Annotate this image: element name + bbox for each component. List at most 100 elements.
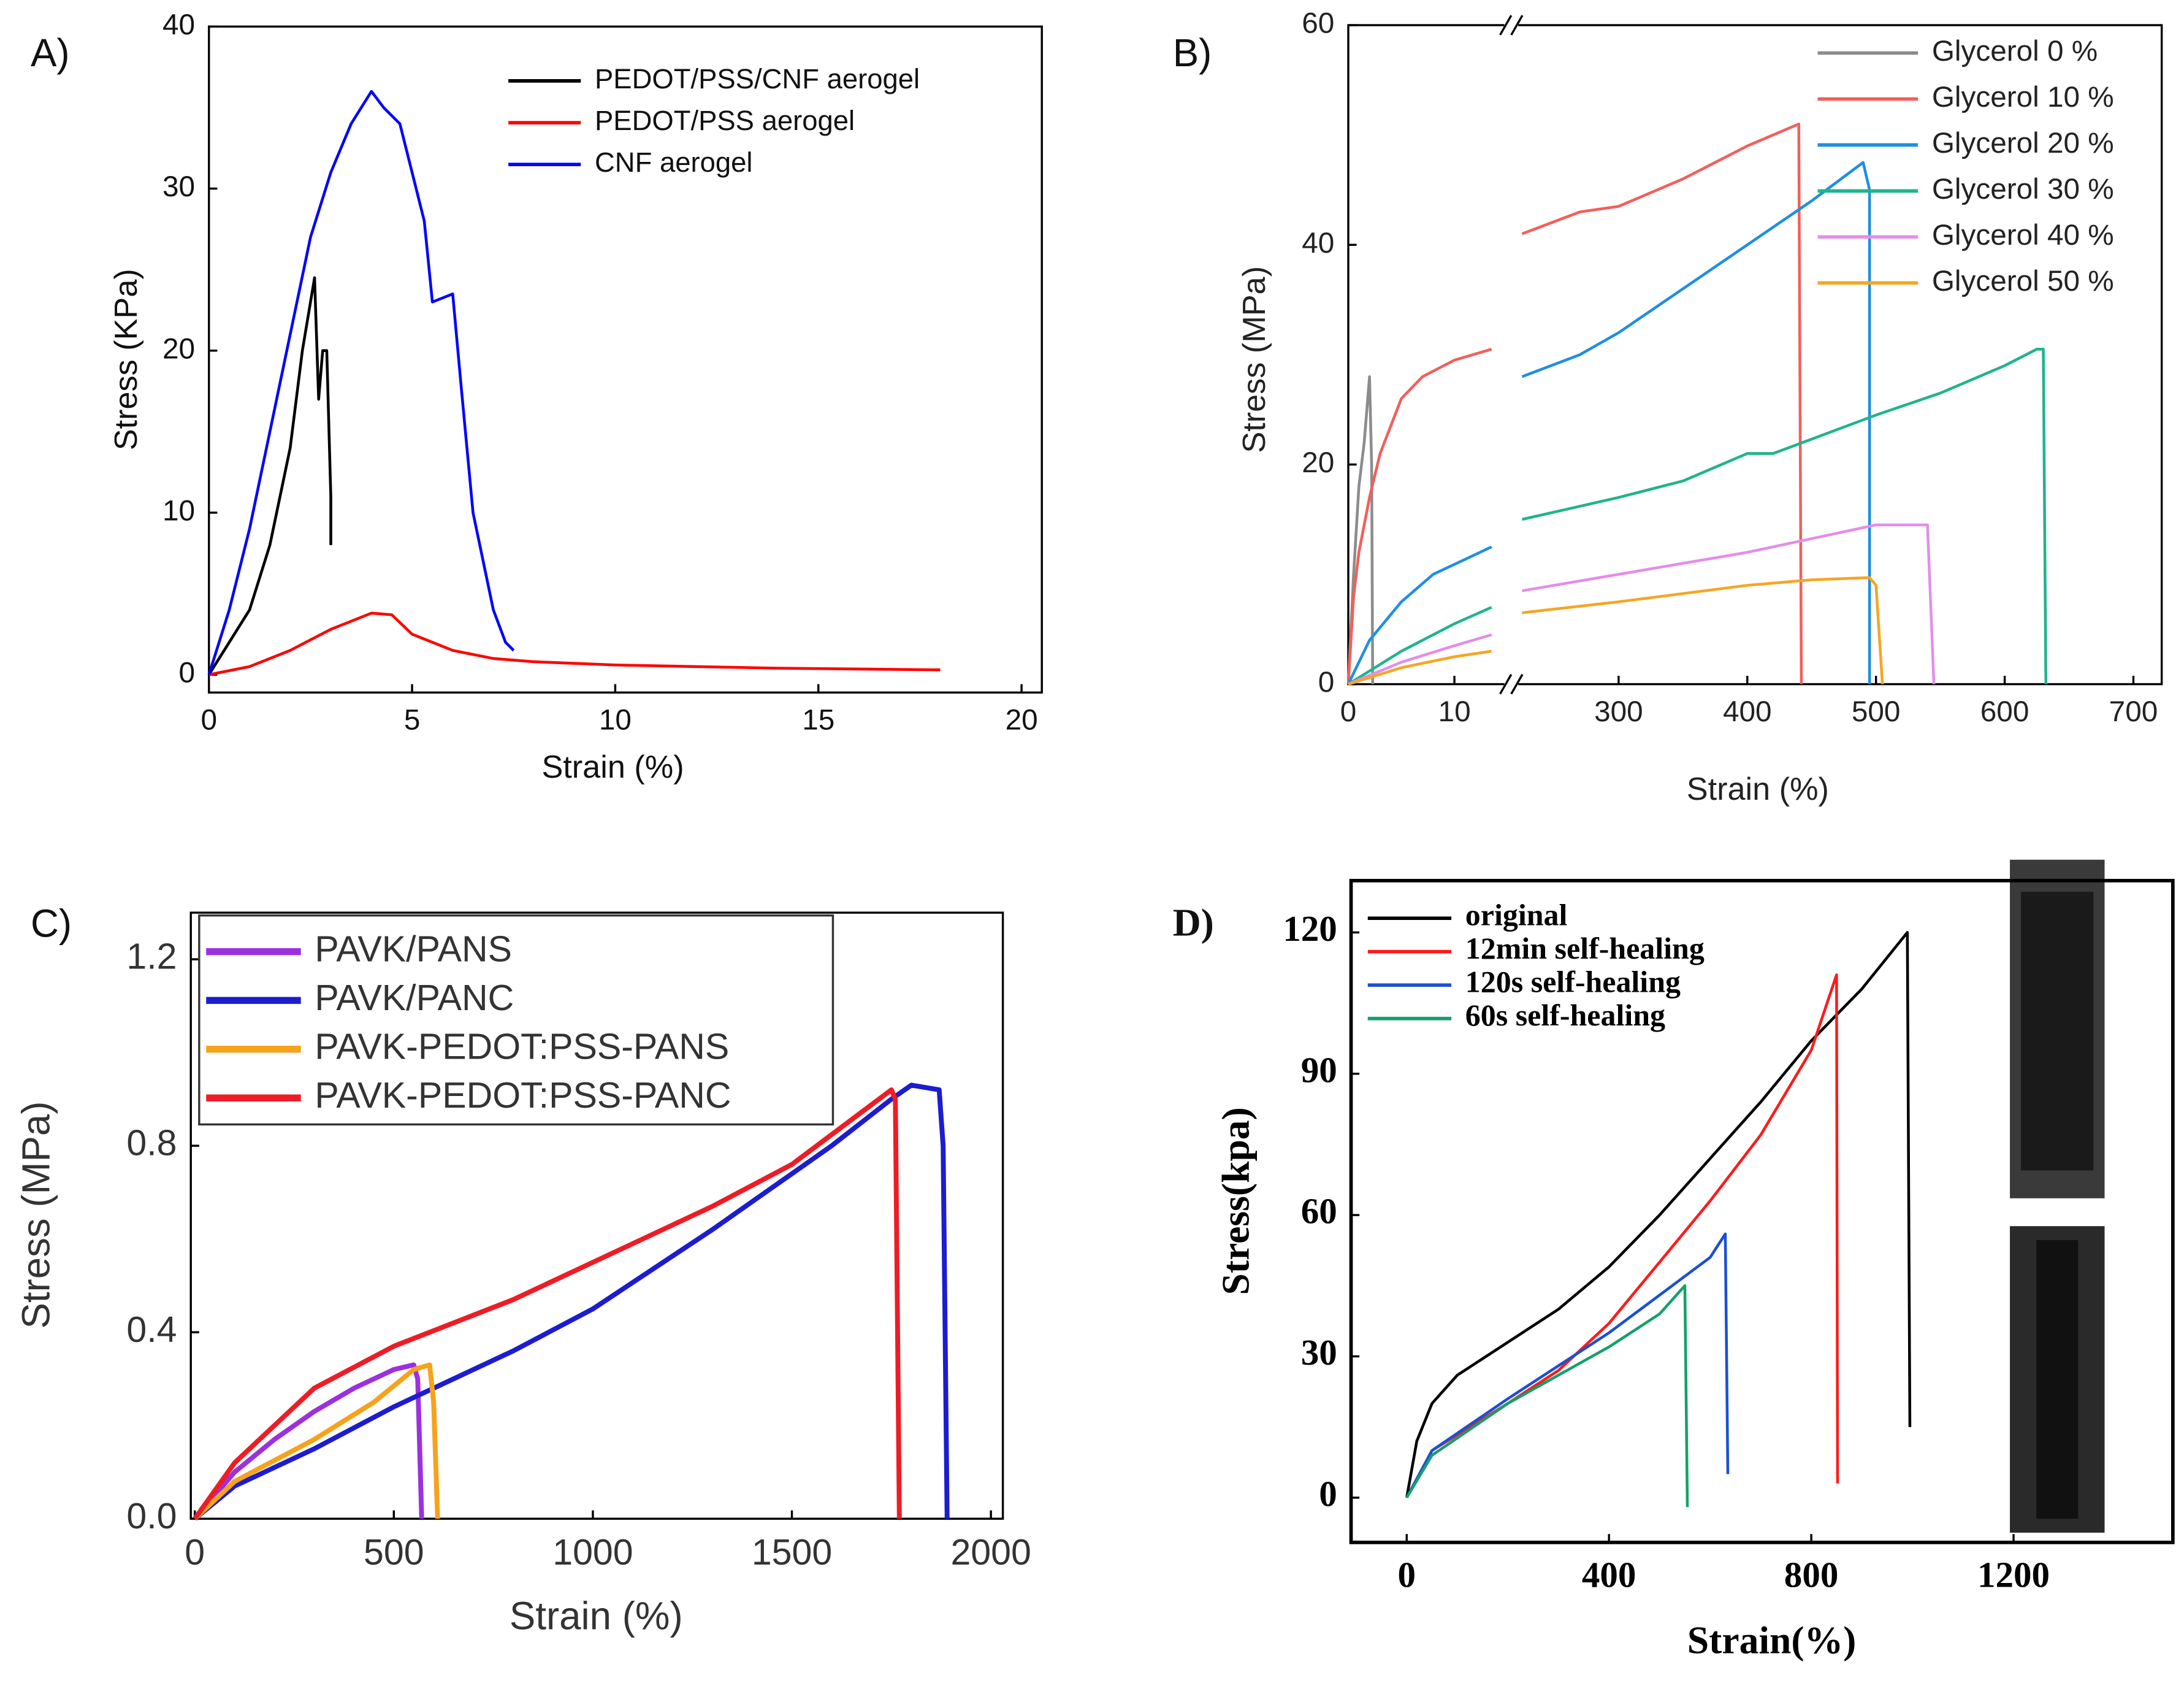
y-tick-label: 120: [1283, 908, 1337, 949]
x-tick-label: 20: [1006, 703, 1038, 736]
legend-label: Glycerol 0 %: [1932, 35, 2098, 67]
series-line: [1405, 1284, 1689, 1508]
y-tick-label: 0.8: [126, 1123, 177, 1163]
panel: C) 0 500 1000 1500 2000 0.0 0.4 0.8 1.2 Strain (%)…: [14, 902, 1031, 1638]
legend-label: 120s self-healing: [1465, 965, 1681, 999]
series-line: [1522, 523, 1936, 684]
series-line: [1346, 545, 1492, 685]
y-tick-label: 40: [162, 9, 195, 41]
x-tick-label: 10: [1438, 695, 1471, 728]
x-tick-label: 1000: [552, 1532, 633, 1573]
series-line: [193, 1362, 424, 1520]
series-line: [1522, 576, 1884, 684]
series-line: [193, 1362, 440, 1521]
x-axis-label: Strain (%): [541, 749, 684, 785]
series-line: [1521, 161, 1871, 684]
series-line: [1348, 649, 1492, 686]
series-line: [1348, 633, 1492, 686]
y-tick-label: 10: [162, 494, 195, 527]
legend-label: Glycerol 50 %: [1932, 265, 2114, 297]
photo-detail: [2036, 1240, 2079, 1519]
photo-detail: [2021, 892, 2094, 1171]
panel-label: D): [1173, 900, 1214, 944]
y-axis-label: Stress (KPa): [109, 269, 144, 450]
x-tick-label: 10: [599, 703, 632, 736]
y-tick-label: 20: [162, 332, 195, 365]
series-line: [193, 1082, 950, 1521]
x-tick-label: 5: [404, 703, 421, 736]
y-tick-label: 20: [1302, 446, 1334, 479]
x-tick-label: 0: [1397, 1554, 1416, 1595]
plot-frame: [1349, 878, 2175, 1544]
x-tick-label: 1200: [1977, 1554, 2050, 1595]
x-tick-label: 400: [1723, 695, 1772, 728]
panel-label: C): [31, 902, 72, 946]
y-axis-label: Stress (MPa): [1237, 266, 1272, 453]
y-tick-label: 30: [162, 171, 195, 203]
y-tick-label: 90: [1301, 1049, 1337, 1090]
series-line: [1346, 375, 1375, 684]
series-line: [207, 276, 332, 676]
series-line: [1405, 1232, 1730, 1498]
y-tick-label: 0: [179, 657, 196, 689]
x-axis-label: Strain (%): [510, 1595, 683, 1638]
y-tick-label: 0: [1319, 1473, 1337, 1514]
series-line: [207, 90, 515, 675]
x-axis-label: Strain(%): [1687, 1618, 1857, 1661]
legend-label: PAVK/PANS: [315, 929, 512, 969]
legend-label: Glycerol 40 %: [1932, 219, 2114, 251]
legend-label: PAVK-PEDOT:PSS-PANC: [315, 1075, 731, 1116]
plot-frame: [189, 911, 1004, 1520]
legend-label: 12min self-healing: [1465, 931, 1705, 965]
legend-label: Glycerol 20 %: [1932, 127, 2114, 159]
y-tick-label: 0.4: [126, 1309, 177, 1350]
panel-label: A): [31, 31, 70, 75]
plot-frame: [208, 25, 1043, 694]
panel-label: B): [1173, 31, 1212, 75]
y-tick-label: 1.2: [126, 937, 177, 977]
legend-label: 60s self-healing: [1465, 998, 1665, 1032]
x-tick-label: 0: [185, 1532, 205, 1573]
panel: D) 0 400 800 1200 0 30 60 90 120 Strain(%) Stress(k…: [1173, 878, 2175, 1661]
x-tick-label: 500: [1852, 695, 1901, 728]
legend-label: PAVK/PANC: [315, 978, 514, 1018]
series-line: [1346, 348, 1492, 684]
plot-frame: [1347, 24, 2163, 686]
y-tick-label: 40: [1302, 227, 1334, 259]
legend-label: Glycerol 30 %: [1932, 173, 2114, 205]
axis-break-mark: [1499, 673, 1513, 695]
axis-break-mark: [1499, 15, 1513, 36]
series-line: [1347, 606, 1492, 686]
series-line: [1521, 122, 1803, 684]
x-axis-label: Strain (%): [1687, 772, 1829, 807]
x-tick-label: 500: [364, 1532, 424, 1573]
x-tick-label: 0: [1340, 695, 1357, 728]
legend-label: PAVK-PEDOT:PSS-PANS: [315, 1026, 729, 1067]
legend-label: PEDOT/PSS aerogel: [595, 105, 855, 136]
x-tick-label: 600: [1980, 695, 2029, 728]
series-line: [1405, 931, 1912, 1498]
legend-label: original: [1465, 898, 1568, 932]
legend-box: [198, 914, 834, 1126]
legend-label: Glycerol 10 %: [1932, 81, 2114, 113]
axis-break-mark: [1510, 673, 1524, 695]
y-axis-label: Stress (MPa): [14, 1102, 58, 1329]
series-line: [193, 1087, 902, 1520]
axis-break-mark: [1510, 15, 1524, 36]
x-tick-label: 15: [802, 703, 834, 736]
y-tick-label: 60: [1302, 7, 1334, 40]
y-tick-label: 30: [1301, 1332, 1337, 1373]
y-axis-label: Stress(kpa): [1213, 1107, 1257, 1295]
series-line: [1405, 973, 1839, 1498]
x-tick-label: 1500: [752, 1532, 832, 1573]
x-tick-label: 700: [2109, 695, 2158, 728]
y-tick-label: 60: [1301, 1191, 1337, 1232]
panel: B) 0 10 300 400 500 600 700 0 20 40 60 Strain (%) Str…: [1173, 7, 2163, 807]
x-tick-label: 800: [1784, 1554, 1839, 1595]
y-tick-label: 0.0: [126, 1496, 177, 1536]
x-tick-label: 2000: [950, 1532, 1031, 1573]
legend-label: PEDOT/PSS/CNF aerogel: [595, 63, 920, 94]
series-line: [1521, 348, 2048, 684]
panel: A) 0 5 10 15 20 0 10 20 30 40 Strain (%) Stress (KPa…: [31, 9, 1043, 785]
